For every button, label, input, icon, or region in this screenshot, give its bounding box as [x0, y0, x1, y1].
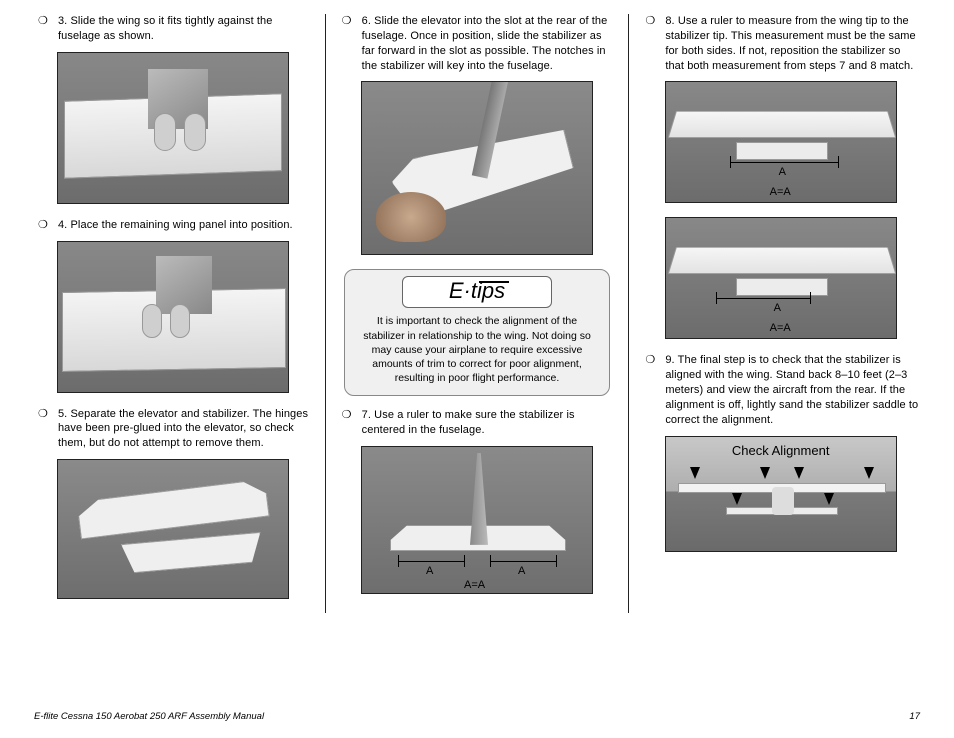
step-4: ❍ 4. Place the remaining wing panel into…: [34, 218, 313, 233]
step-text: 5. Separate the elevator and stabilizer.…: [58, 407, 313, 452]
label-a-right: A: [518, 565, 525, 577]
step-text: 4. Place the remaining wing panel into p…: [58, 218, 313, 233]
label-a-eq: A=A: [770, 322, 791, 334]
label-a-eq: A=A: [770, 186, 791, 198]
photo-step-7: A A A=A: [361, 446, 593, 594]
label-a-left: A: [426, 565, 433, 577]
tips-box: E·tips It is important to check the alig…: [344, 269, 611, 396]
column-1: ❍ 3. Slide the wing so it fits tightly a…: [22, 14, 325, 613]
column-3: ❍ 8. Use a ruler to measure from the win…: [628, 14, 932, 613]
step-9: ❍ 9. The final step is to check that the…: [641, 353, 920, 427]
check-alignment-label: Check Alignment: [666, 443, 896, 458]
checkbox-icon: ❍: [645, 353, 655, 368]
tips-logo: E·tips: [402, 276, 552, 308]
checkbox-icon: ❍: [645, 14, 655, 29]
step-text: 3. Slide the wing so it fits tightly aga…: [58, 14, 313, 44]
step-3: ❍ 3. Slide the wing so it fits tightly a…: [34, 14, 313, 44]
step-7: ❍ 7. Use a ruler to make sure the stabil…: [338, 408, 617, 438]
checkbox-icon: ❍: [342, 408, 352, 423]
photo-step-4: [57, 241, 289, 393]
column-2: ❍ 6. Slide the elevator into the slot at…: [325, 14, 629, 613]
checkbox-icon: ❍: [38, 14, 48, 29]
page-footer: E-flite Cessna 150 Aerobat 250 ARF Assem…: [34, 711, 920, 722]
photo-step-9: Check Alignment: [665, 436, 897, 552]
step-text: 8. Use a ruler to measure from the wing …: [665, 14, 920, 73]
photo-step-5: [57, 459, 289, 599]
photo-step-3: [57, 52, 289, 204]
checkbox-icon: ❍: [38, 407, 48, 422]
step-8: ❍ 8. Use a ruler to measure from the win…: [641, 14, 920, 73]
step-text: 6. Slide the elevator into the slot at t…: [362, 14, 617, 73]
photo-step-8a: A A=A: [665, 81, 897, 203]
photo-step-6: [361, 81, 593, 255]
step-text: 9. The final step is to check that the s…: [665, 353, 920, 427]
step-5: ❍ 5. Separate the elevator and stabilize…: [34, 407, 313, 452]
label-a: A: [774, 302, 781, 314]
page-number: 17: [909, 711, 920, 722]
label-a-eq: A=A: [464, 579, 485, 591]
checkbox-icon: ❍: [38, 218, 48, 233]
checkbox-icon: ❍: [342, 14, 352, 29]
tips-body: It is important to check the alignment o…: [361, 314, 594, 385]
label-a: A: [779, 166, 786, 178]
step-6: ❍ 6. Slide the elevator into the slot at…: [338, 14, 617, 73]
footer-title: E-flite Cessna 150 Aerobat 250 ARF Assem…: [34, 711, 264, 722]
step-text: 7. Use a ruler to make sure the stabiliz…: [362, 408, 617, 438]
photo-step-8b: A A=A: [665, 217, 897, 339]
